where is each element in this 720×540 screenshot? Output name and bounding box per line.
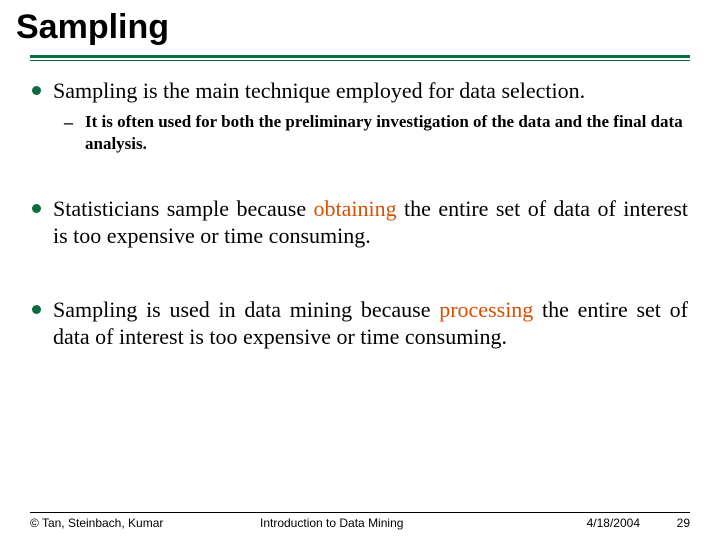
footer-course: Introduction to Data Mining <box>230 516 550 530</box>
bullet-2-highlight: obtaining <box>314 196 397 221</box>
bullet-2: Statisticians sample because obtaining t… <box>32 195 688 250</box>
content-area: Sampling is the main technique employed … <box>0 61 720 351</box>
dash-icon: – <box>64 111 73 134</box>
bullet-2-text: Statisticians sample because obtaining t… <box>53 195 688 250</box>
bullet-1: Sampling is the main technique employed … <box>32 77 688 105</box>
footer-copyright: © Tan, Steinbach, Kumar <box>30 516 230 530</box>
sub-bullet-1-text: It is often used for both the preliminar… <box>85 111 688 155</box>
bullet-icon <box>32 305 41 314</box>
sub-bullet-1: – It is often used for both the prelimin… <box>64 111 688 155</box>
title-underline <box>30 55 690 61</box>
slide-title: Sampling <box>0 0 720 51</box>
bullet-1-text: Sampling is the main technique employed … <box>53 77 585 105</box>
bullet-3-pre: Sampling is used in data mining because <box>53 297 439 322</box>
bullet-3: Sampling is used in data mining because … <box>32 296 688 351</box>
slide: Sampling Sampling is the main technique … <box>0 0 720 540</box>
footer-date: 4/18/2004 <box>550 516 640 530</box>
bullet-2-pre: Statisticians sample because <box>53 196 314 221</box>
footer-page: 29 <box>640 516 690 530</box>
bullet-icon <box>32 86 41 95</box>
bullet-3-text: Sampling is used in data mining because … <box>53 296 688 351</box>
footer: © Tan, Steinbach, Kumar Introduction to … <box>30 512 690 530</box>
bullet-icon <box>32 204 41 213</box>
bullet-3-highlight: processing <box>439 297 533 322</box>
